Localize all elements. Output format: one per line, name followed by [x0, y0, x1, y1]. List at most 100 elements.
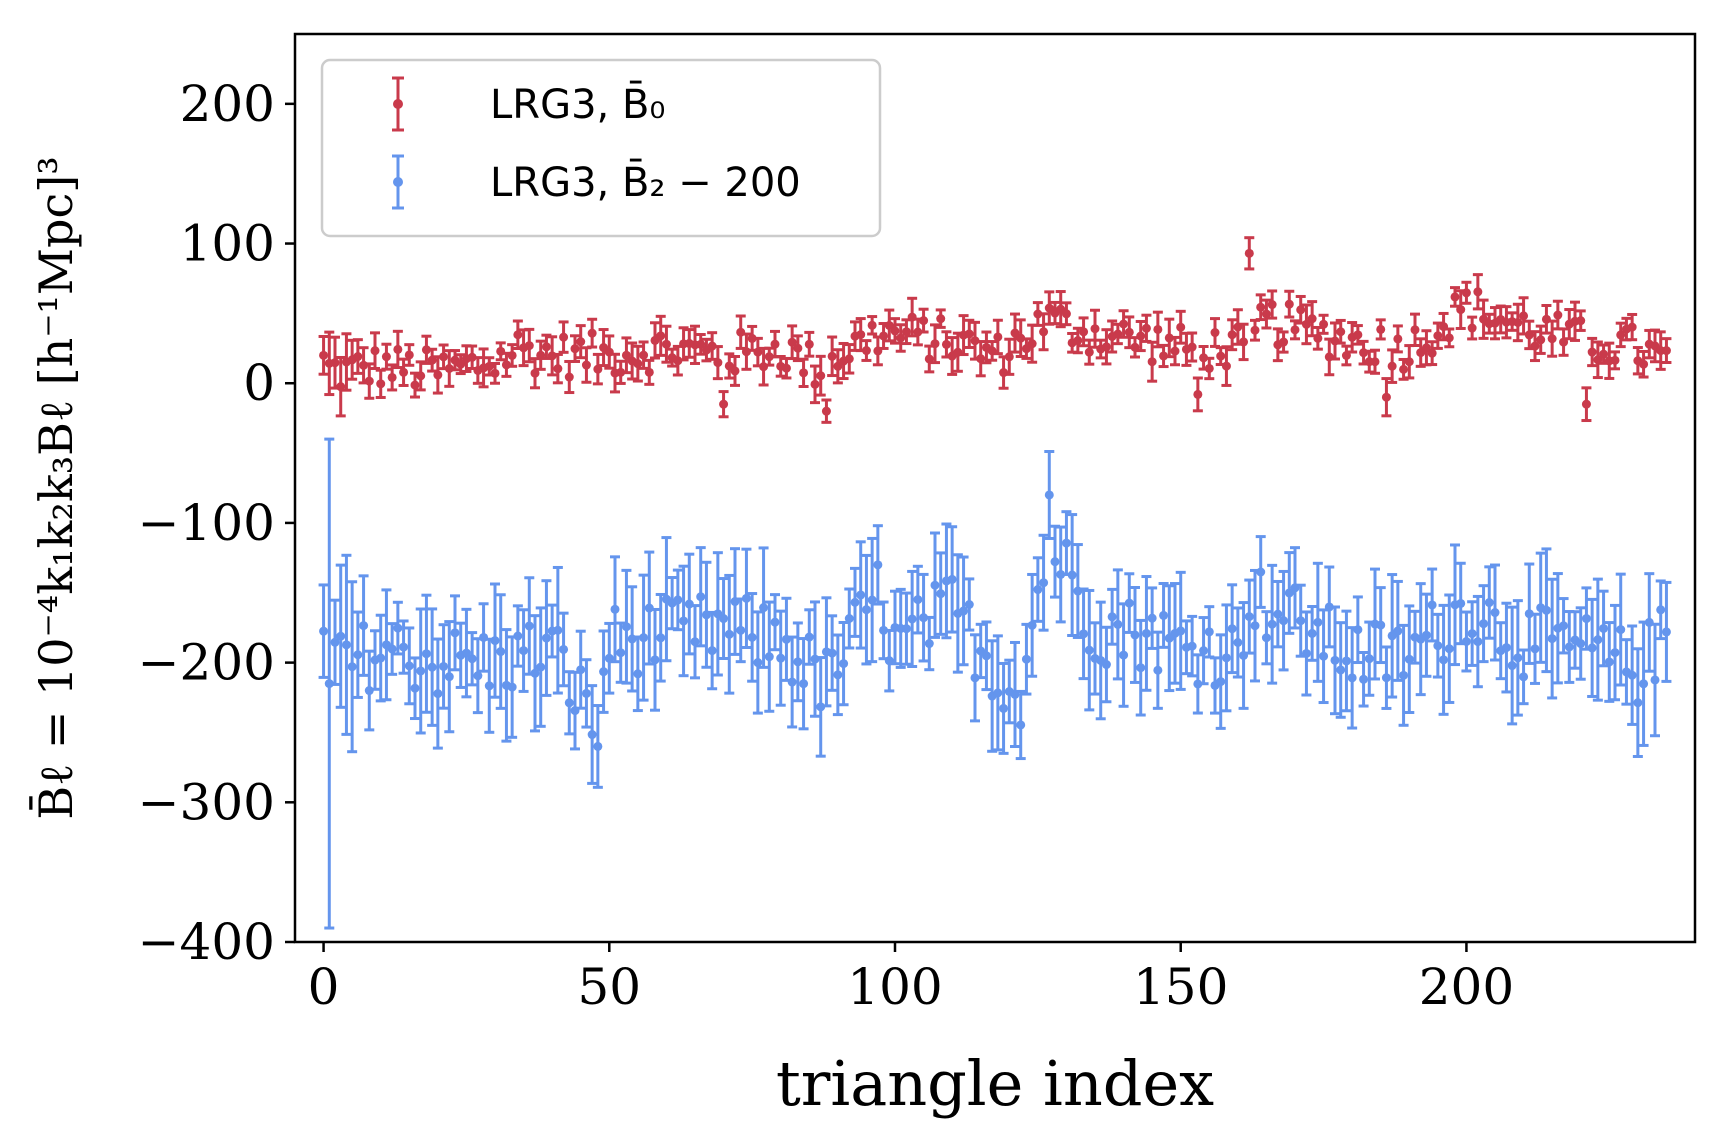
data-point — [1547, 334, 1557, 344]
data-point — [747, 333, 757, 343]
data-point — [347, 662, 357, 672]
data-point — [833, 361, 843, 371]
ticks-layer: 0 50 100 150 200 200 100 0 −100 −200 −300 −400 — [138, 75, 1514, 1016]
data-point — [1404, 654, 1414, 664]
data-point — [810, 654, 820, 664]
x-tick-label: 200 — [1419, 958, 1514, 1016]
data-point — [399, 367, 409, 377]
data-point — [781, 363, 791, 373]
data-point — [467, 352, 477, 362]
data-point — [496, 647, 506, 657]
data-point — [444, 672, 454, 682]
data-point — [410, 683, 420, 693]
y-tick-label: 0 — [243, 354, 275, 412]
data-point — [1479, 619, 1489, 629]
data-point — [416, 371, 426, 381]
data-point — [1501, 643, 1511, 653]
data-point — [1261, 633, 1271, 643]
data-point — [1581, 399, 1591, 409]
data-point — [1267, 619, 1277, 629]
data-point — [930, 580, 940, 590]
data-point — [1439, 655, 1449, 665]
data-point — [1204, 363, 1214, 373]
data-point — [1656, 605, 1666, 615]
data-point — [1164, 333, 1174, 343]
data-point — [1044, 490, 1054, 500]
data-point — [1250, 621, 1260, 631]
data-point — [1193, 389, 1203, 399]
data-point — [513, 330, 523, 340]
data-point — [861, 346, 871, 356]
data-point — [1650, 675, 1660, 685]
data-point — [833, 670, 843, 680]
data-point — [507, 350, 517, 360]
data-point — [421, 649, 431, 659]
data-point — [1199, 353, 1209, 363]
data-point — [1604, 657, 1614, 667]
data-point — [376, 379, 386, 389]
data-point — [1227, 624, 1237, 634]
data-point — [759, 603, 769, 613]
data-point — [1221, 653, 1231, 663]
data-point — [1627, 670, 1637, 680]
data-point — [1319, 651, 1329, 661]
data-point — [404, 661, 414, 671]
data-point — [1433, 641, 1443, 651]
data-point — [1187, 342, 1197, 352]
data-point — [770, 617, 780, 627]
data-point — [524, 341, 534, 351]
data-point — [1616, 330, 1626, 340]
data-point — [793, 343, 803, 353]
data-point — [319, 626, 329, 636]
data-point — [741, 593, 751, 603]
data-point — [490, 368, 500, 378]
data-point — [530, 668, 540, 678]
data-point — [1021, 654, 1031, 664]
data-point — [387, 372, 397, 382]
legend-entry-b2 — [392, 154, 404, 210]
data-point — [353, 650, 363, 660]
data-point — [1359, 674, 1369, 684]
data-point — [1130, 630, 1140, 640]
data-point — [1353, 330, 1363, 340]
data-point — [1159, 610, 1169, 620]
legend-marker — [393, 99, 403, 109]
data-point — [1227, 330, 1237, 340]
data-point — [1307, 314, 1317, 324]
data-point — [1553, 310, 1563, 320]
data-point — [793, 657, 803, 667]
data-point — [1353, 625, 1363, 635]
data-point — [593, 741, 603, 751]
data-point — [1307, 628, 1317, 638]
data-point — [1473, 287, 1483, 297]
data-point — [1176, 626, 1186, 636]
data-point — [1404, 357, 1414, 367]
data-point — [890, 326, 900, 336]
data-point — [1381, 392, 1391, 402]
data-point — [1536, 335, 1546, 345]
data-point — [359, 621, 369, 631]
data-point — [1284, 299, 1294, 309]
data-point — [530, 368, 540, 378]
data-point — [541, 342, 551, 352]
data-point — [856, 330, 866, 340]
data-point — [1296, 616, 1306, 626]
data-point — [1010, 328, 1020, 338]
data-point — [776, 653, 786, 663]
data-point — [599, 667, 609, 677]
data-point — [1347, 673, 1357, 683]
data-point — [930, 339, 940, 349]
data-point — [1513, 653, 1523, 663]
data-point — [576, 665, 586, 675]
data-point — [1061, 309, 1071, 319]
data-point — [1084, 347, 1094, 357]
y-tick-label: −100 — [138, 494, 275, 552]
data-point — [679, 616, 689, 626]
data-point — [1147, 613, 1157, 623]
data-point — [473, 671, 483, 681]
data-point — [450, 628, 460, 638]
data-point — [587, 328, 597, 338]
data-point — [1639, 679, 1649, 689]
data-point — [1107, 612, 1117, 622]
data-point — [844, 354, 854, 364]
